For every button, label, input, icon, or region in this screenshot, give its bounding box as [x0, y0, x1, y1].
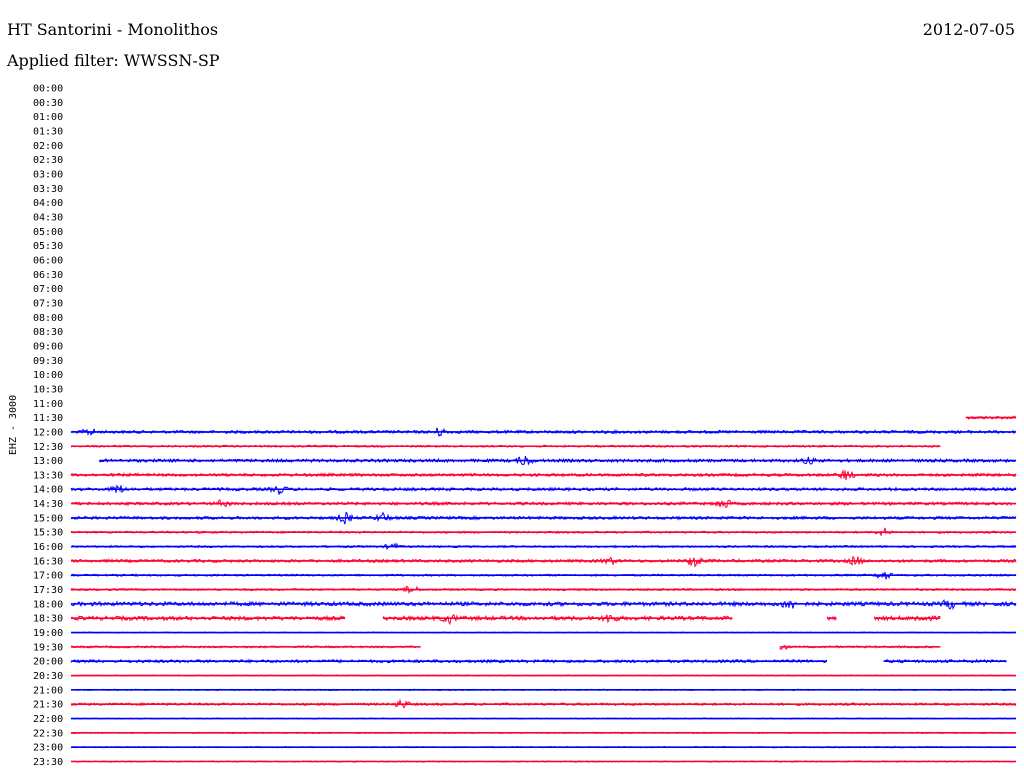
time-tick-label: 08:30	[33, 327, 63, 338]
time-tick-label: 04:00	[33, 198, 63, 209]
time-tick-label: 19:00	[33, 628, 63, 639]
time-tick-label: 23:30	[33, 757, 63, 768]
time-tick-label: 15:30	[33, 528, 63, 539]
time-tick-label: 01:30	[33, 126, 63, 137]
trace-row	[70, 511, 1017, 525]
filter-label: Applied filter: WWSSN-SP	[7, 51, 220, 70]
trace-row	[70, 688, 1017, 692]
trace-row	[70, 598, 1017, 611]
trace-row	[98, 455, 1016, 466]
time-tick-label: 22:00	[33, 714, 63, 725]
time-tick-label: 11:30	[33, 413, 63, 424]
time-tick-label: 14:00	[33, 485, 63, 496]
time-tick-label: 17:00	[33, 571, 63, 582]
time-tick-label: 08:00	[33, 313, 63, 324]
time-tick-label: 05:00	[33, 227, 63, 238]
time-tick-label: 11:00	[33, 399, 63, 410]
trace-row	[70, 760, 1017, 763]
time-tick-label: 00:30	[33, 98, 63, 109]
trace-row	[70, 571, 1017, 580]
time-tick-label: 10:00	[33, 370, 63, 381]
trace-row	[70, 469, 1017, 481]
trace-row	[70, 555, 1017, 568]
time-tick-label: 07:00	[33, 284, 63, 295]
trace-row	[70, 585, 1017, 595]
station-title: HT Santorini - Monolithos	[7, 20, 219, 39]
time-tick-label: 23:00	[33, 743, 63, 754]
time-tick-label: 21:00	[33, 685, 63, 696]
seismic-traces	[70, 415, 1017, 763]
time-tick-label: 05:30	[33, 241, 63, 252]
trace-row	[70, 717, 1017, 720]
time-tick-label: 14:30	[33, 499, 63, 510]
trace-row	[70, 499, 1017, 509]
time-tick-label: 04:30	[33, 212, 63, 223]
trace-row	[70, 698, 1017, 709]
time-tick-label: 03:00	[33, 169, 63, 180]
time-tick-label: 00:00	[33, 84, 63, 95]
trace-row	[70, 745, 1017, 749]
trace-row	[70, 658, 1007, 665]
trace-row	[70, 613, 941, 626]
time-tick-label: 20:00	[33, 657, 63, 668]
time-tick-label: 12:00	[33, 427, 63, 438]
time-tick-label: 16:30	[33, 556, 63, 567]
trace-row	[70, 427, 1017, 437]
trace-segment	[382, 613, 733, 626]
trace-row	[70, 631, 1017, 634]
time-tick-label: 10:30	[33, 384, 63, 395]
time-tick-label: 06:30	[33, 270, 63, 281]
time-tick-label: 02:30	[33, 155, 63, 166]
time-tick-label: 13:00	[33, 456, 63, 467]
trace-row	[70, 484, 1017, 495]
time-tick-label: 18:00	[33, 599, 63, 610]
trace-row	[70, 674, 1017, 677]
time-tick-label: 06:00	[33, 255, 63, 266]
time-tick-label: 07:30	[33, 298, 63, 309]
time-tick-label: 17:30	[33, 585, 63, 596]
time-tick-label: 15:00	[33, 513, 63, 524]
time-tick-label: 01:00	[33, 112, 63, 123]
time-tick-label: 02:00	[33, 141, 63, 152]
time-tick-labels: 00:00 00:30 01:00 01:30 02:00 02:30 03:00 03:30…	[33, 84, 63, 769]
trace-row	[70, 644, 941, 650]
time-tick-label: 16:00	[33, 542, 63, 553]
time-tick-label: 09:30	[33, 356, 63, 367]
time-tick-label: 09:00	[33, 341, 63, 352]
trace-row	[70, 444, 941, 449]
trace-segment	[873, 614, 941, 622]
time-tick-label: 21:30	[33, 700, 63, 711]
time-tick-label: 19:30	[33, 642, 63, 653]
time-tick-label: 03:30	[33, 184, 63, 195]
channel-label: EHZ - 3000	[8, 395, 19, 455]
trace-row	[70, 542, 1017, 550]
trace-row	[70, 527, 1017, 536]
trace-row	[965, 415, 1017, 420]
time-tick-label: 20:30	[33, 671, 63, 682]
time-tick-label: 18:30	[33, 614, 63, 625]
record-date: 2012-07-05	[922, 20, 1015, 39]
time-tick-label: 13:30	[33, 470, 63, 481]
time-tick-label: 12:30	[33, 442, 63, 453]
trace-row	[70, 731, 1017, 735]
time-tick-label: 22:30	[33, 728, 63, 739]
